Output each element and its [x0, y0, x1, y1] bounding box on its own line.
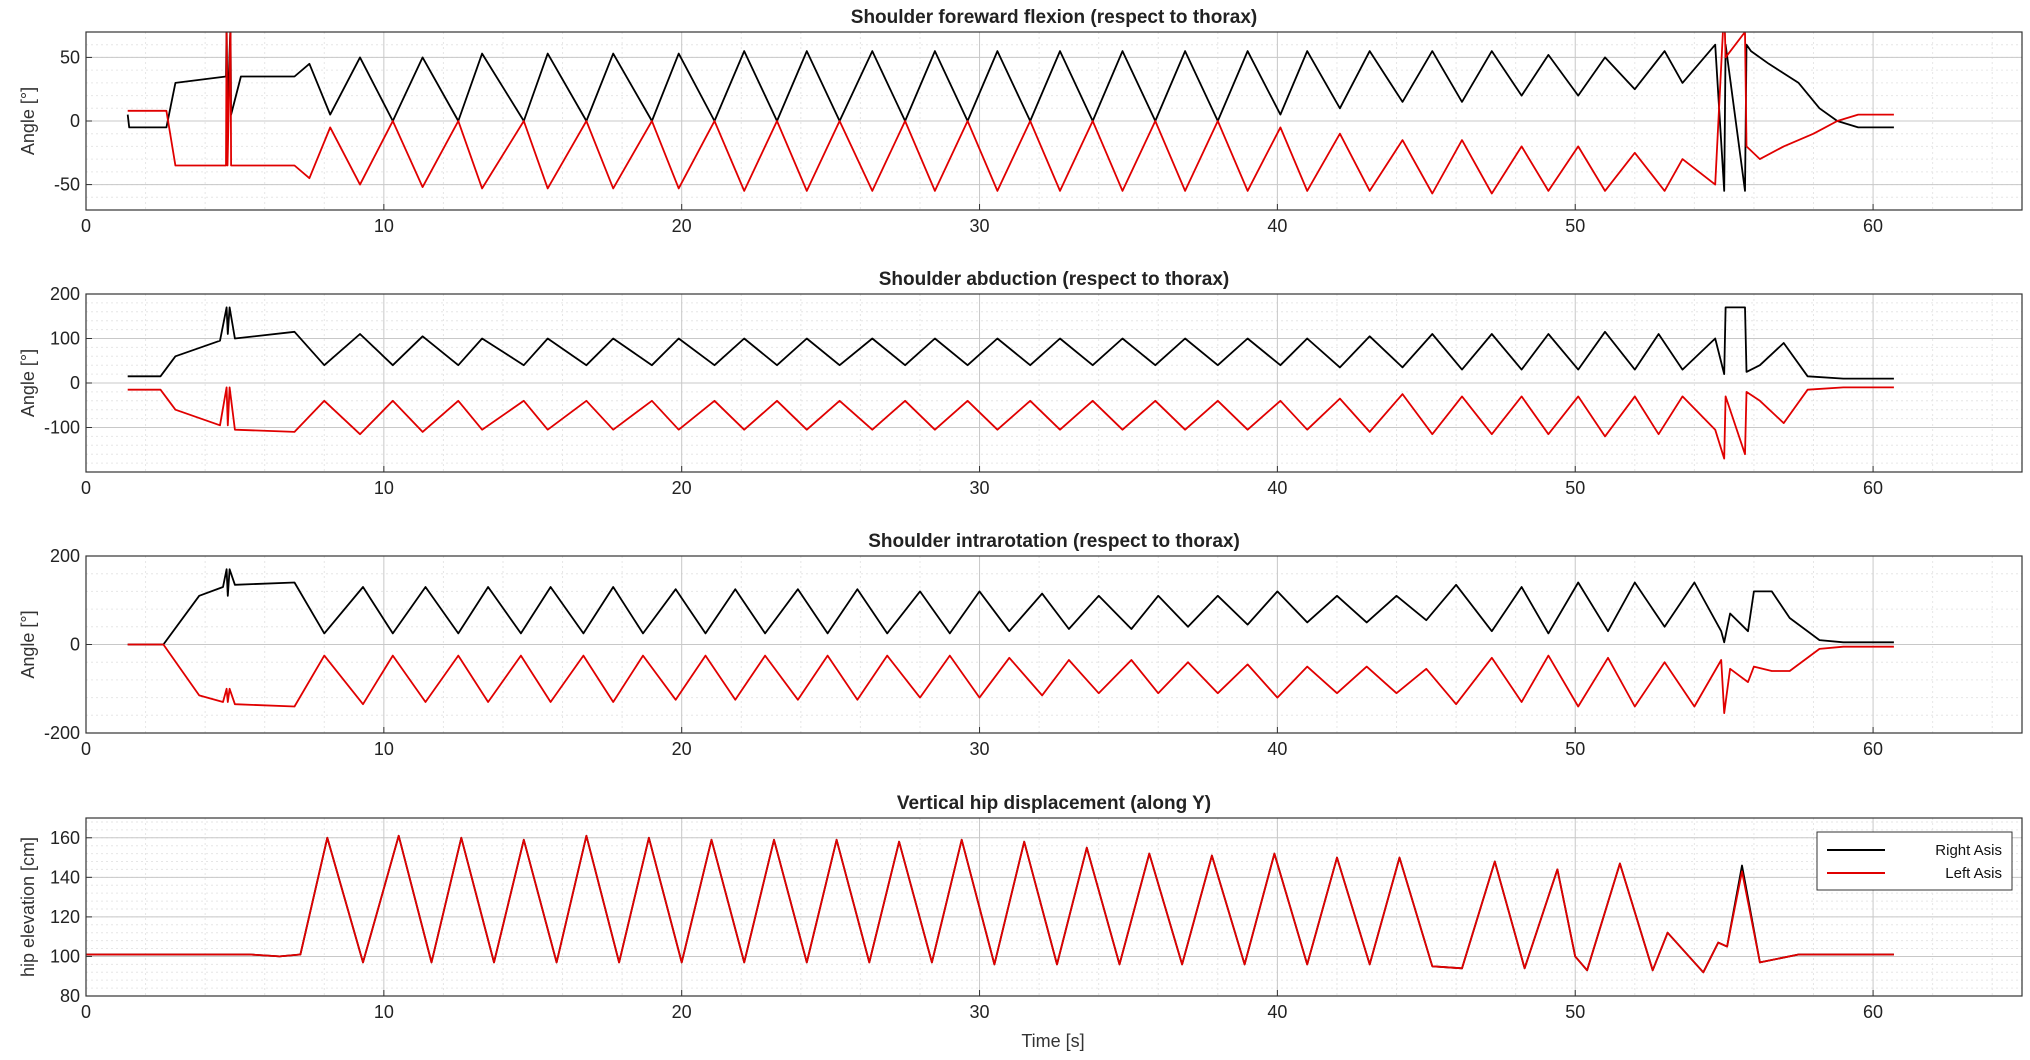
- x-tick-label: 30: [970, 216, 990, 236]
- y-tick-label: 200: [50, 284, 80, 304]
- x-tick-label: 10: [374, 1002, 394, 1022]
- series-line-2: [86, 834, 1894, 974]
- panel-2: 0 10 20 30 40 50 60 -100 0 100 200 Shoulder abducti…: [18, 269, 2023, 498]
- series-line-2: [127, 643, 1894, 714]
- series-group: [127, 568, 1894, 714]
- x-tick-label: 50: [1565, 739, 1585, 759]
- panel-4: 0 10 20 30 40 50 60 80 100 120 140 160 Vertical hip …: [18, 793, 2023, 1022]
- y-tick-label: -50: [54, 175, 80, 195]
- x-tick-label: 50: [1565, 216, 1585, 236]
- y-axis-label: Angle [°]: [18, 610, 38, 678]
- y-tick-label: 50: [60, 47, 80, 67]
- x-tick-label: 20: [672, 739, 692, 759]
- series-line-2: [127, 386, 1894, 460]
- x-tick-label: 20: [672, 216, 692, 236]
- series-line-1: [127, 568, 1894, 646]
- x-tick-label: 10: [374, 216, 394, 236]
- panel-title: Vertical hip displacement (along Y): [897, 793, 1211, 814]
- x-tick-label: 40: [1267, 478, 1287, 498]
- x-tick-label: 60: [1863, 739, 1883, 759]
- legend-box: [1816, 831, 2013, 891]
- panels: 0 10 20 30 40 50 60 -50 0 50 Shoulder foreward fle…: [18, 7, 2023, 1022]
- legend-label: Left Asis: [1945, 865, 2002, 882]
- y-tick-label: 140: [50, 867, 80, 887]
- y-tick-label: 100: [50, 329, 80, 349]
- legend-label: Right Asis: [1935, 842, 2002, 859]
- x-tick-label: 50: [1565, 1002, 1585, 1022]
- axes-frame: [85, 817, 2023, 997]
- y-axis-label: Angle [°]: [18, 87, 38, 155]
- x-axis-label: Time [s]: [1021, 1031, 1084, 1051]
- y-tick-label: 100: [50, 946, 80, 966]
- y-tick-label: 120: [50, 907, 80, 927]
- series-group: [127, 306, 1894, 460]
- y-tick-label: 0: [70, 635, 80, 655]
- x-tick-label: 60: [1863, 216, 1883, 236]
- x-tick-label: 30: [970, 739, 990, 759]
- x-tick-label: 40: [1267, 739, 1287, 759]
- y-axis-label: hip elevation [cm]: [18, 837, 38, 977]
- x-tick-label: 0: [81, 1002, 91, 1022]
- legend: Right Asis Left Asis: [1816, 831, 2013, 891]
- x-tick-label: 30: [970, 478, 990, 498]
- x-tick-label: 10: [374, 739, 394, 759]
- x-tick-label: 40: [1267, 216, 1287, 236]
- y-tick-label: 80: [60, 986, 80, 1006]
- x-tick-label: 60: [1863, 478, 1883, 498]
- series-group: [126, 32, 1894, 195]
- panel-1: 0 10 20 30 40 50 60 -50 0 50 Shoulder foreward fle…: [18, 7, 2023, 236]
- major-grid: [85, 32, 2022, 210]
- y-tick-label: -200: [44, 723, 80, 743]
- y-tick-label: 200: [50, 546, 80, 566]
- y-tick-label: -100: [44, 418, 80, 438]
- panel-title: Shoulder foreward flexion (respect to th…: [851, 7, 1257, 28]
- y-tick-label: 0: [70, 111, 80, 131]
- panel-title: Shoulder intrarotation (respect to thora…: [868, 531, 1240, 552]
- y-axis-label: Angle [°]: [18, 349, 38, 417]
- y-tick-label: 0: [70, 373, 80, 393]
- x-tick-label: 50: [1565, 478, 1585, 498]
- x-tick-label: 20: [672, 1002, 692, 1022]
- y-tick-label: 160: [50, 828, 80, 848]
- x-tick-label: 0: [81, 216, 91, 236]
- x-tick-label: 0: [81, 739, 91, 759]
- panel-title: Shoulder abduction (respect to thorax): [879, 269, 1229, 290]
- x-tick-label: 30: [970, 1002, 990, 1022]
- x-tick-label: 40: [1267, 1002, 1287, 1022]
- series-line-1: [127, 306, 1894, 380]
- plot-area: [86, 818, 2022, 996]
- series-line-2: [127, 32, 1894, 195]
- x-tick-label: 60: [1863, 1002, 1883, 1022]
- x-tick-label: 0: [81, 478, 91, 498]
- x-tick-label: 10: [374, 478, 394, 498]
- x-tick-label: 20: [672, 478, 692, 498]
- series-group: [86, 834, 1894, 974]
